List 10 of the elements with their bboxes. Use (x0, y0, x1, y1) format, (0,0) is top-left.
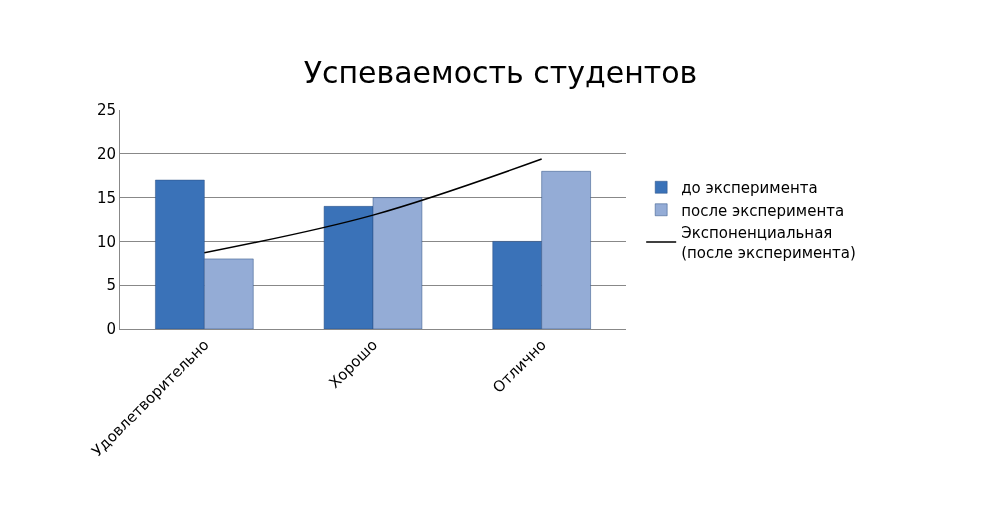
y-tick-label: 25 (96, 101, 116, 120)
legend-label: Экспоненциальная (после эксперимента) (681, 224, 856, 262)
y-tick-label: 10 (96, 232, 116, 251)
legend-label: до эксперимента (681, 179, 818, 198)
y-tick-label: 20 (96, 145, 116, 164)
y-tick-label: 5 (106, 276, 116, 295)
y-tick-label: 0 (106, 320, 116, 339)
legend-label: после эксперимента (681, 201, 845, 220)
y-tick-label: 15 (96, 188, 116, 207)
chart-title: Успеваемость студентов (303, 55, 698, 91)
